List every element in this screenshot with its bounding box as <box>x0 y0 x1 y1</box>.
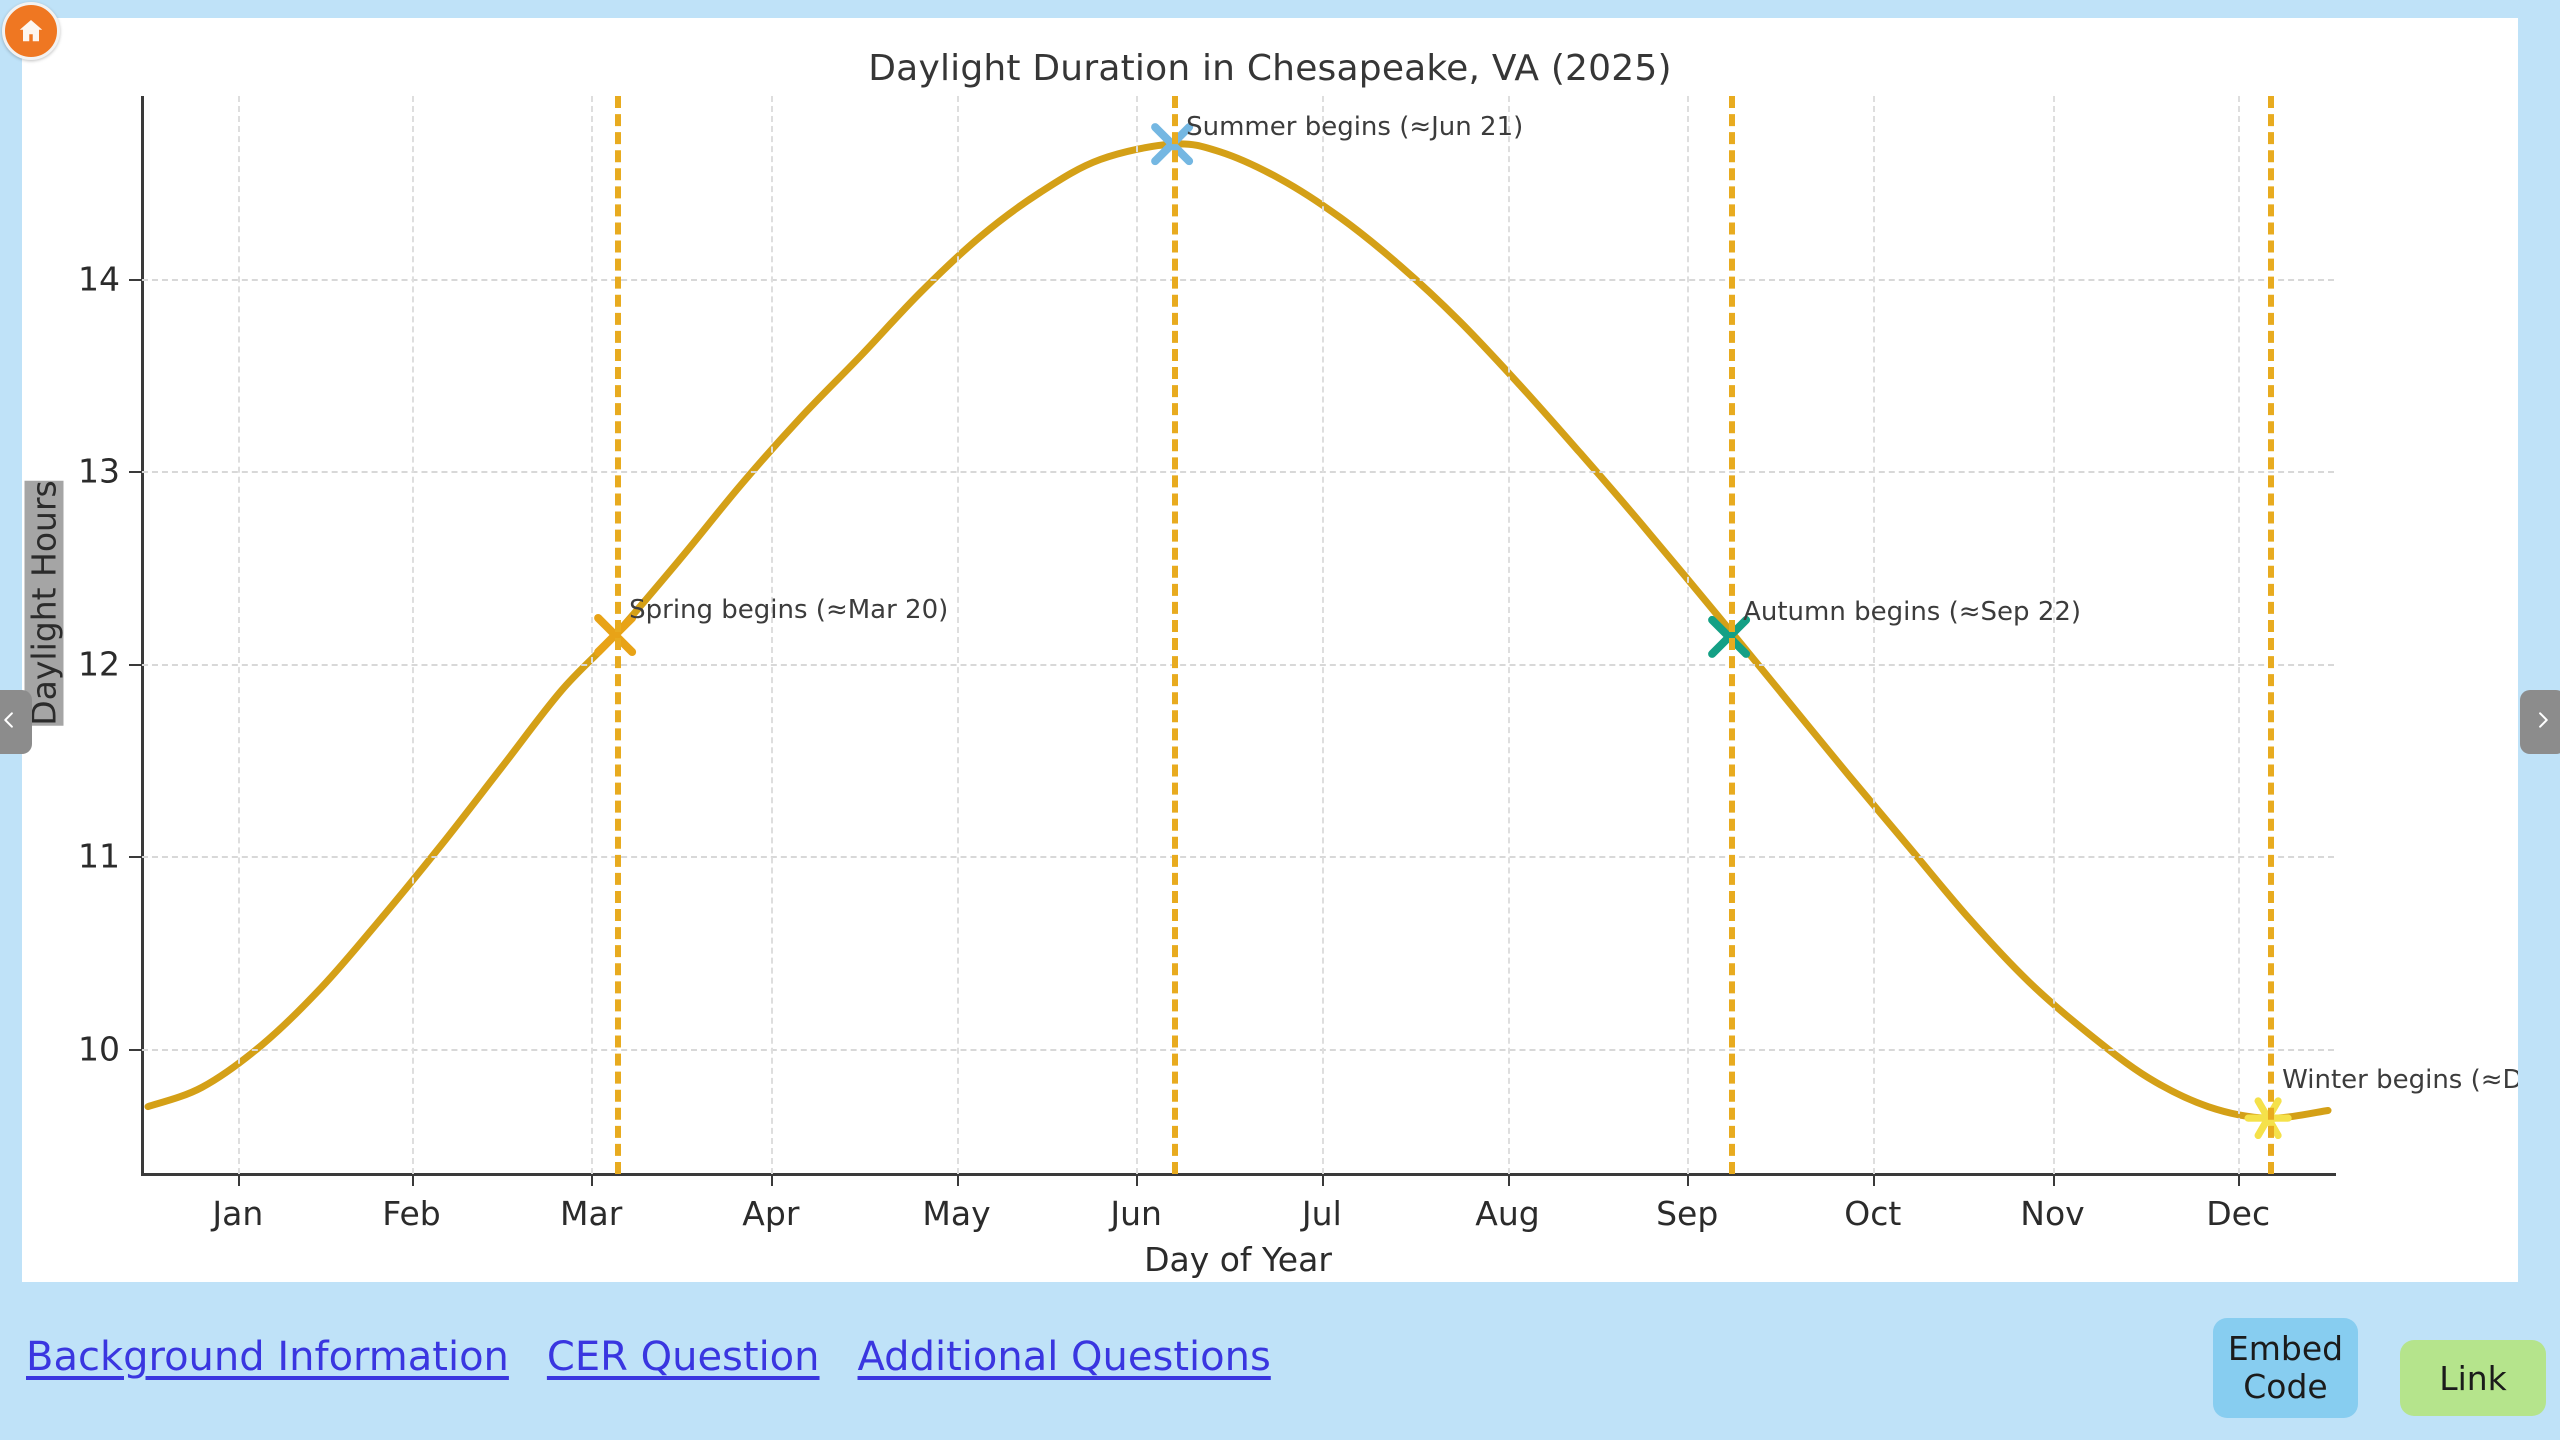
x-tick-mark <box>2052 1174 2055 1186</box>
x-tick-mark <box>2238 1174 2241 1186</box>
x-tick-mark <box>770 1174 773 1186</box>
chevron-left-icon <box>0 707 19 737</box>
y-tick-label: 14 <box>78 259 120 299</box>
gridline-vertical <box>1136 96 1139 1174</box>
chevron-right-icon <box>2533 707 2553 737</box>
embed-code-label-line2: Code <box>2243 1367 2328 1406</box>
annotation-label-spring: Spring begins (≈Mar 20) <box>629 594 949 625</box>
gridline-vertical <box>1507 96 1510 1174</box>
gridline-horizontal <box>142 1048 2334 1051</box>
gridline-vertical <box>1321 96 1324 1174</box>
gridline-vertical <box>1687 96 1690 1174</box>
y-tick-label: 11 <box>78 836 120 876</box>
y-tick-mark <box>129 663 142 666</box>
gridline-horizontal <box>142 278 2334 281</box>
gridline-horizontal <box>142 856 2334 859</box>
link-button-label: Link <box>2439 1358 2507 1398</box>
footer-links: Background Information CER Question Addi… <box>26 1334 1271 1380</box>
x-tick-label: Oct <box>1844 1194 1902 1233</box>
gridline-vertical <box>237 96 240 1174</box>
x-tick-label: Feb <box>382 1194 441 1233</box>
x-tick-mark <box>1872 1174 1875 1186</box>
x-tick-mark <box>591 1174 594 1186</box>
x-axis-line <box>141 1173 2336 1176</box>
annotation-label-autumn: Autumn begins (≈Sep 22) <box>1743 596 2082 627</box>
home-button[interactable] <box>2 2 60 60</box>
annotation-label-summer: Summer begins (≈Jun 21) <box>1186 111 1524 142</box>
gridline-vertical <box>591 96 594 1174</box>
gridline-vertical <box>2052 96 2055 1174</box>
link-button[interactable]: Link <box>2400 1340 2546 1416</box>
link-background-information[interactable]: Background Information <box>26 1334 509 1380</box>
link-cer-question[interactable]: CER Question <box>546 1334 820 1380</box>
daylight-curve <box>144 123 2332 1139</box>
x-axis-label: Day of Year <box>1144 1240 1332 1279</box>
x-tick-mark <box>1507 1174 1510 1186</box>
season-marker-line-autumn <box>1729 96 1736 1174</box>
x-tick-label: May <box>922 1194 991 1233</box>
y-tick-mark <box>129 1048 142 1051</box>
x-tick-label: Sep <box>1656 1194 1719 1233</box>
season-marker-line-winter <box>2268 96 2275 1174</box>
y-tick-label: 10 <box>78 1029 120 1069</box>
y-axis-line <box>141 96 144 1176</box>
gridline-vertical <box>411 96 414 1174</box>
x-tick-mark <box>237 1174 240 1186</box>
gridline-vertical <box>956 96 959 1174</box>
gridline-vertical <box>770 96 773 1174</box>
x-tick-mark <box>956 1174 959 1186</box>
x-tick-mark <box>1687 1174 1690 1186</box>
season-marker-line-spring <box>615 96 622 1174</box>
x-tick-mark <box>411 1174 414 1186</box>
embed-code-label-line1: Embed <box>2227 1329 2344 1369</box>
gridline-horizontal <box>142 471 2334 474</box>
embed-code-button[interactable]: Embed Code <box>2213 1318 2358 1418</box>
x-tick-label: Nov <box>2020 1194 2085 1233</box>
link-additional-questions[interactable]: Additional Questions <box>857 1334 1271 1380</box>
y-tick-mark <box>129 856 142 859</box>
x-tick-label: Apr <box>742 1194 800 1233</box>
x-tick-mark <box>1321 1174 1324 1186</box>
daylight-line <box>144 140 2332 1122</box>
y-tick-mark <box>129 278 142 281</box>
gridline-vertical <box>2238 96 2241 1174</box>
y-tick-label: 12 <box>78 644 120 684</box>
gridline-horizontal <box>142 663 2334 666</box>
x-tick-label: Jun <box>1110 1194 1162 1233</box>
gridline-vertical <box>1872 96 1875 1174</box>
chart-card: Daylight Duration in Chesapeake, VA (202… <box>22 18 2518 1282</box>
season-marker-line-summer <box>1172 96 1179 1174</box>
x-tick-label: Aug <box>1475 1194 1540 1233</box>
x-tick-label: Dec <box>2206 1194 2271 1233</box>
y-axis-label: Daylight Hours <box>24 480 64 726</box>
annotation-label-winter: Winter begins (≈Dec 21) <box>2282 1064 2518 1095</box>
plot-area: 10 11 12 13 14 Jan Feb Mar Apr May Jun Jul Aug Sep Oct… <box>78 96 2518 1233</box>
home-icon <box>16 16 46 46</box>
nav-next-button[interactable] <box>2520 690 2560 754</box>
nav-prev-button[interactable] <box>0 690 32 754</box>
y-tick-label: 13 <box>78 451 120 491</box>
y-tick-mark <box>129 471 142 474</box>
x-tick-mark <box>1136 1174 1139 1186</box>
footer-bar: Background Information CER Question Addi… <box>0 1282 2560 1440</box>
x-tick-label: Jan <box>212 1194 264 1233</box>
x-tick-label: Mar <box>560 1194 623 1233</box>
chart-title: Daylight Duration in Chesapeake, VA (202… <box>868 48 1672 89</box>
x-tick-label: Jul <box>1301 1194 1342 1233</box>
